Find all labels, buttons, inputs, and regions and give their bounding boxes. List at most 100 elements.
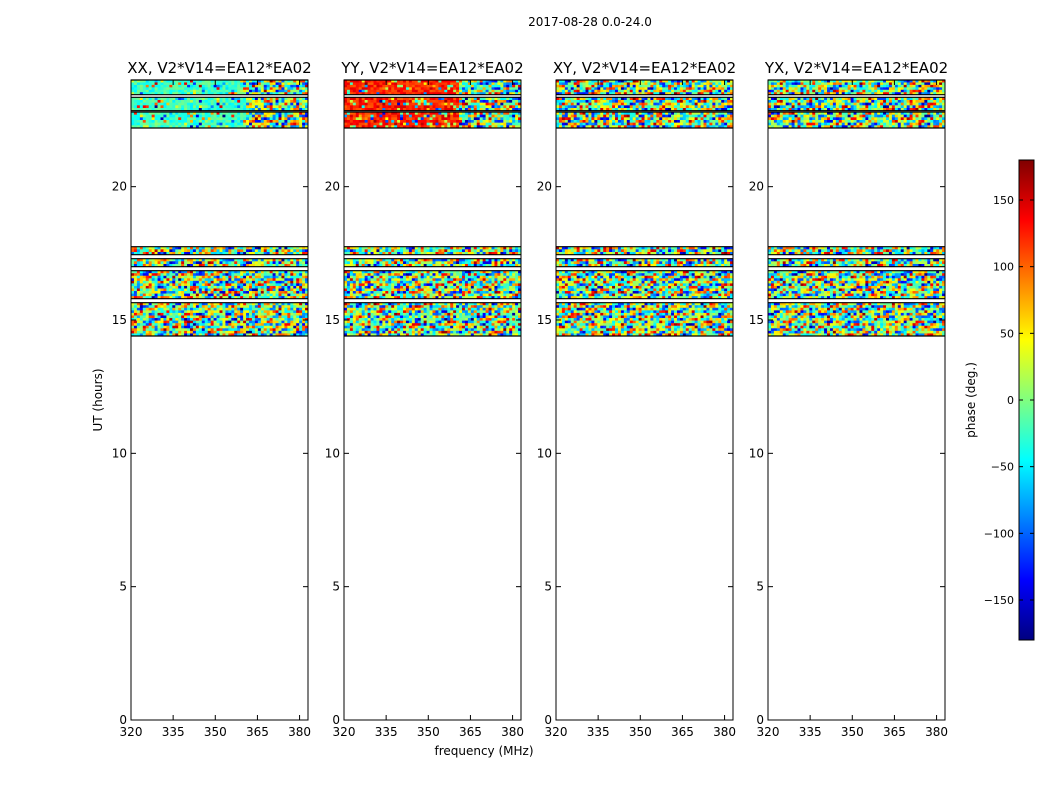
heatmap-cell	[216, 310, 220, 314]
heatmap-cell	[169, 318, 173, 321]
heatmap-cell	[216, 97, 220, 101]
heatmap-cell	[281, 278, 285, 282]
heatmap-cell	[204, 307, 209, 311]
heatmap-cell	[166, 302, 170, 306]
heatmap-cell	[512, 122, 516, 126]
heatmap-cell	[263, 323, 268, 327]
heatmap-cell	[302, 246, 306, 250]
heatmap-cell	[142, 328, 147, 332]
heatmap-cell	[364, 288, 368, 292]
heatmap-cell	[470, 278, 475, 282]
heatmap-cell	[500, 320, 504, 324]
heatmap-cell	[349, 285, 354, 289]
heatmap-cell	[198, 92, 203, 95]
heatmap-cell	[479, 307, 484, 311]
heatmap-cell	[145, 122, 150, 126]
heatmap-cell	[133, 325, 138, 329]
heatmap-cell	[195, 258, 200, 262]
heatmap-cell	[397, 258, 401, 262]
heatmap-cell	[210, 270, 214, 274]
heatmap-cell	[228, 261, 232, 265]
heatmap-cell	[275, 285, 279, 289]
heatmap-cell	[290, 252, 294, 255]
heatmap-cell	[349, 246, 354, 250]
heatmap-cell	[299, 305, 303, 309]
heatmap-cell	[287, 296, 291, 299]
heatmap-cell	[299, 288, 303, 292]
heatmap-cell	[293, 275, 297, 279]
heatmap-cell	[512, 270, 516, 274]
heatmap-cell	[305, 296, 309, 299]
heatmap-cell	[178, 82, 182, 86]
heatmap-cell	[470, 333, 475, 337]
heatmap-cell	[178, 258, 182, 262]
heatmap-cell	[429, 114, 433, 118]
heatmap-cell	[133, 320, 138, 324]
heatmap-cell	[361, 310, 366, 314]
heatmap-cell	[133, 315, 138, 319]
heatmap-cell	[385, 283, 389, 287]
heatmap-cell	[266, 278, 271, 282]
heatmap-cell	[302, 283, 306, 287]
heatmap-cell	[476, 114, 481, 118]
heatmap-cell	[198, 249, 203, 253]
heatmap-cell	[142, 114, 147, 118]
heatmap-cell	[204, 114, 209, 118]
heatmap-cell	[269, 328, 273, 332]
heatmap-cell	[473, 330, 478, 334]
heatmap-cell	[154, 302, 158, 306]
heatmap-cell	[139, 325, 144, 329]
heatmap-cell	[503, 264, 507, 267]
heatmap-cell	[228, 323, 232, 327]
heatmap-cell	[136, 328, 141, 332]
heatmap-cell	[302, 125, 306, 129]
heatmap-cell	[151, 89, 155, 93]
heatmap-cell	[355, 270, 360, 274]
heatmap-cell	[249, 252, 253, 255]
heatmap-cell	[222, 264, 226, 267]
heatmap-cell	[355, 249, 360, 253]
heatmap-cell	[184, 122, 188, 126]
heatmap-cell	[237, 280, 241, 284]
heatmap-cell	[175, 249, 179, 253]
heatmap-cell	[305, 249, 309, 253]
heatmap-cell	[453, 325, 457, 329]
heatmap-cell	[172, 307, 176, 311]
heatmap-cell	[281, 285, 285, 289]
heatmap-cell	[251, 291, 256, 294]
heatmap-cell	[417, 114, 422, 118]
heatmap-cell	[181, 84, 185, 88]
heatmap-cell	[388, 325, 392, 329]
heatmap-cell	[281, 310, 285, 314]
heatmap-cell	[192, 97, 197, 101]
heatmap-cell	[388, 307, 392, 311]
heatmap-cell	[426, 302, 430, 306]
heatmap-cell	[444, 264, 448, 267]
heatmap-cell	[195, 270, 200, 274]
heatmap-cell	[379, 296, 383, 299]
heatmap-cell	[278, 275, 282, 279]
heatmap-cell	[503, 246, 507, 250]
heatmap-cell	[441, 270, 445, 274]
heatmap-cell	[417, 320, 422, 324]
heatmap-cell	[426, 307, 430, 311]
heatmap-cell	[184, 288, 188, 292]
heatmap-cell	[213, 323, 217, 327]
heatmap-cell	[497, 285, 501, 289]
heatmap-cell	[210, 258, 214, 262]
heatmap-cell	[148, 108, 153, 111]
heatmap-cell	[405, 120, 410, 123]
heatmap-cell	[216, 293, 220, 297]
heatmap-cell	[284, 285, 288, 289]
heatmap-cell	[467, 278, 472, 282]
heatmap-cell	[181, 114, 185, 118]
heatmap-cell	[184, 273, 188, 277]
heatmap-cell	[293, 117, 297, 121]
heatmap-cell	[361, 325, 366, 329]
heatmap-cell	[192, 275, 197, 279]
heatmap-cell	[450, 307, 454, 311]
heatmap-cell	[450, 293, 454, 297]
heatmap-cell	[361, 288, 366, 292]
heatmap-cell	[151, 291, 155, 294]
heatmap-cell	[512, 114, 516, 118]
